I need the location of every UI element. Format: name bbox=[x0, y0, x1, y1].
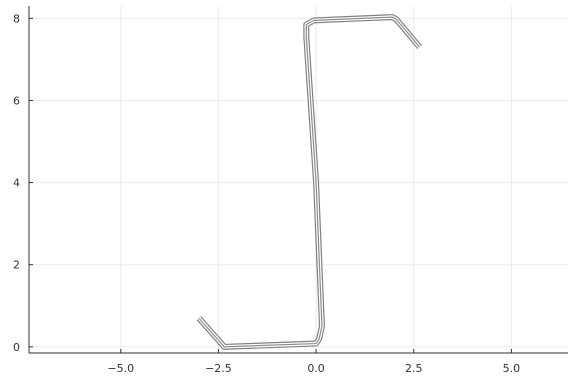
y-tick-label: 0 bbox=[13, 341, 20, 354]
grid-lines bbox=[29, 6, 568, 353]
series-line bbox=[196, 14, 422, 350]
x-tick-label: 0.0 bbox=[307, 362, 325, 375]
series-line-inner bbox=[197, 15, 421, 349]
x-tick-label: 2.5 bbox=[405, 362, 423, 375]
series-line-core bbox=[198, 16, 421, 348]
x-tick-labels: −5.0 −2.5 0.0 2.5 5.0 bbox=[107, 349, 520, 375]
axes bbox=[28, 6, 568, 354]
x-tick-label: −5.0 bbox=[107, 362, 134, 375]
y-tick-labels: 0 2 4 6 8 bbox=[13, 12, 33, 354]
x-tick-label: 5.0 bbox=[503, 362, 521, 375]
x-tick-label: −2.5 bbox=[205, 362, 232, 375]
y-tick-label: 6 bbox=[13, 94, 20, 107]
y-tick-label: 4 bbox=[13, 177, 20, 190]
y-tick-label: 8 bbox=[13, 12, 20, 25]
y-tick-label: 2 bbox=[13, 259, 20, 272]
